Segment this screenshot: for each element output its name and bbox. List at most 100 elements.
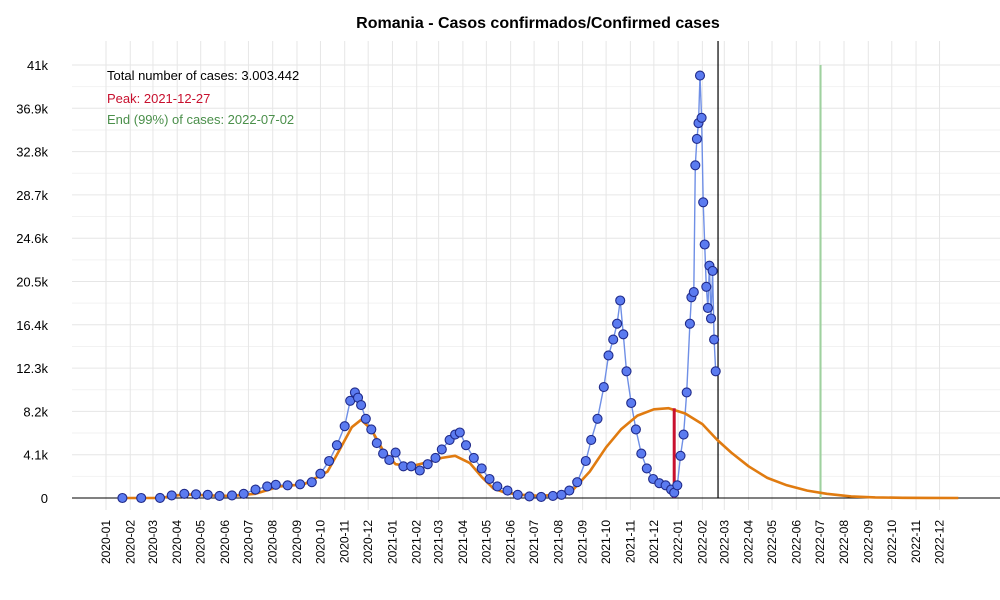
- data-point: [586, 434, 597, 445]
- x-tick-label: 2020-07: [241, 520, 255, 564]
- x-tick-label: 2020-12: [361, 520, 375, 564]
- annotation-peak: Peak: 2021-12-27: [107, 91, 210, 106]
- data-point: [699, 239, 710, 250]
- x-tick-label: 2020-01: [99, 520, 113, 564]
- data-point: [238, 488, 249, 499]
- x-tick-label: 2021-05: [479, 520, 493, 564]
- data-point: [226, 490, 238, 501]
- data-point: [315, 468, 326, 479]
- data-point: [705, 313, 717, 324]
- tick-labels: 0 4.1k 8.2k 12.3k 16.4k 20.5k 24.6k 28.7k 32.8k 3…: [16, 58, 946, 564]
- data-point: [684, 318, 695, 329]
- data-point: [356, 400, 367, 411]
- x-tick-label: 2020-05: [194, 520, 208, 564]
- data-point: [250, 484, 261, 495]
- data-point: [630, 424, 641, 435]
- x-tick-label: 2020-03: [146, 520, 160, 564]
- data-point: [536, 491, 547, 502]
- annotation-total: Total number of cases: 3.003.442: [107, 68, 299, 83]
- data-point: [366, 424, 377, 435]
- x-tick-label: 2022-06: [789, 520, 803, 564]
- x-tick-label: 2022-08: [837, 520, 851, 564]
- data-point: [406, 461, 417, 472]
- y-tick-label: 32.8k: [16, 145, 48, 160]
- y-tick-label: 28.7k: [16, 188, 48, 203]
- data-point: [641, 463, 652, 474]
- data-point: [136, 492, 147, 504]
- data-point: [681, 387, 692, 398]
- data-point: [468, 452, 479, 463]
- data-point: [202, 489, 213, 500]
- y-tick-label: 24.6k: [16, 231, 48, 246]
- data-point: [166, 490, 177, 501]
- x-tick-label: 2021-07: [527, 520, 541, 564]
- data-point: [378, 448, 389, 459]
- y-tick-label: 36.9k: [16, 101, 48, 116]
- data-point: [295, 479, 306, 490]
- x-tick-label: 2021-02: [410, 520, 424, 564]
- data-point: [688, 287, 699, 298]
- data-point: [492, 481, 503, 492]
- data-point: [710, 366, 721, 377]
- data-point: [339, 421, 350, 432]
- x-tick-label: 2022-04: [742, 520, 756, 564]
- data-point: [598, 382, 609, 393]
- x-tick-label: 2021-04: [456, 520, 470, 564]
- x-tick-label: 2022-02: [695, 520, 709, 564]
- y-tick-label: 12.3k: [16, 361, 48, 376]
- x-tick-label: 2020-04: [170, 520, 184, 564]
- x-tick-label: 2021-01: [385, 520, 399, 564]
- data-point: [324, 455, 335, 467]
- x-tick-label: 2021-11: [623, 520, 637, 563]
- data-point: [422, 459, 433, 470]
- x-tick-label: 2020-10: [313, 520, 327, 564]
- data-point: [672, 480, 683, 491]
- x-tick-label: 2020-06: [218, 520, 232, 564]
- x-tick-label: 2021-06: [504, 520, 518, 564]
- series-layer: [117, 70, 959, 504]
- data-point: [262, 481, 273, 492]
- data-point: [454, 427, 465, 438]
- data-point: [430, 452, 441, 463]
- data-point: [707, 265, 718, 276]
- data-point: [694, 70, 706, 81]
- data-point: [702, 302, 713, 313]
- data-point: [390, 447, 401, 458]
- data-point: [592, 413, 603, 424]
- data-point: [154, 492, 166, 503]
- grid-layer: [72, 41, 1000, 510]
- data-point: [190, 489, 202, 500]
- chart-title: Romania - Casos confirmados/Confirmed ca…: [356, 15, 720, 32]
- data-point: [603, 350, 614, 361]
- x-tick-label: 2021-10: [599, 520, 613, 564]
- reference-lines: [717, 41, 822, 498]
- x-tick-label: 2022-10: [885, 520, 899, 564]
- data-point: [696, 112, 707, 123]
- x-tick-label: 2022-09: [861, 520, 875, 564]
- data-point: [615, 295, 626, 306]
- data-point: [698, 197, 709, 208]
- data-point: [547, 490, 558, 501]
- data-point: [580, 455, 591, 467]
- x-tick-label: 2021-09: [576, 520, 590, 564]
- y-tick-label: 4.1k: [23, 448, 48, 463]
- data-point: [564, 485, 575, 496]
- y-tick-label: 20.5k: [16, 275, 48, 290]
- x-tick-label: 2020-09: [290, 520, 304, 564]
- data-point: [331, 440, 342, 451]
- x-tick-label: 2022-01: [671, 520, 685, 564]
- data-point: [675, 450, 686, 461]
- data-point: [701, 281, 712, 292]
- data-point: [476, 463, 487, 474]
- data-point: [556, 489, 567, 500]
- data-point: [460, 440, 472, 451]
- x-tick-label: 2021-12: [647, 520, 661, 564]
- data-point: [484, 473, 495, 485]
- data-point: [360, 413, 371, 424]
- x-tick-label: 2021-03: [432, 520, 446, 564]
- data-point: [690, 160, 701, 171]
- data-point: [502, 485, 513, 496]
- data-point: [618, 329, 629, 340]
